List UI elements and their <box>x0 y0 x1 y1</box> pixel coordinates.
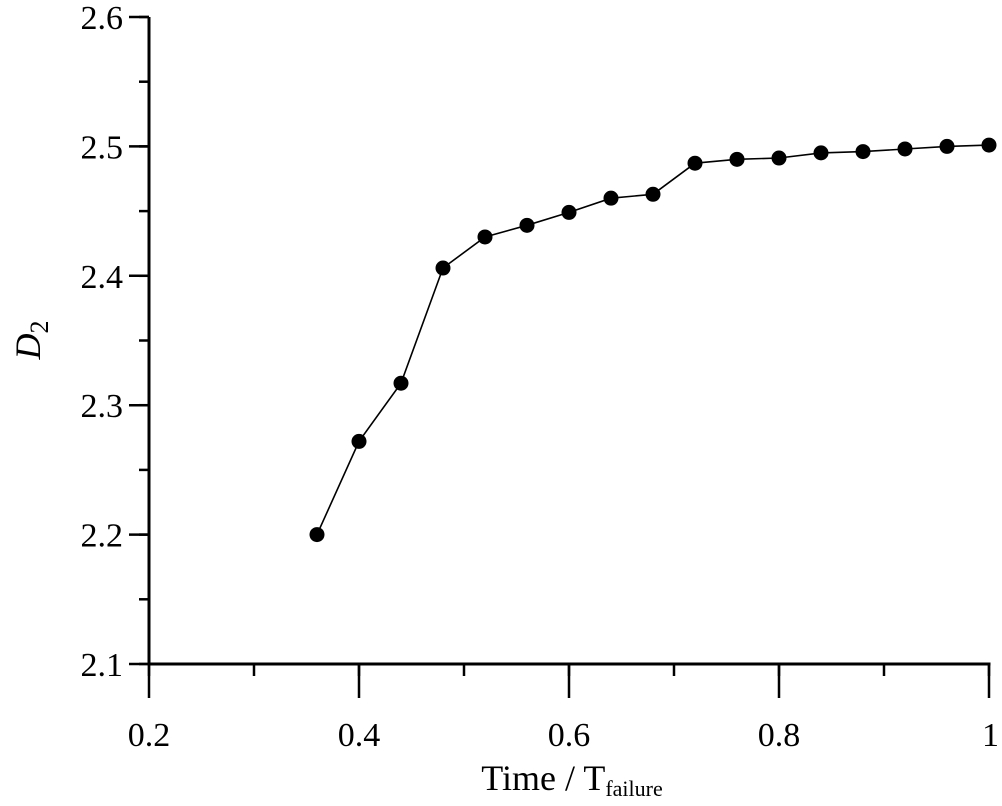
data-point <box>477 229 493 245</box>
data-point <box>729 151 745 167</box>
data-point <box>561 204 577 220</box>
x-tick-label: 0.8 <box>758 717 801 754</box>
series-line <box>316 144 990 535</box>
y-tick-label: 2.2 <box>81 518 124 555</box>
x-tick-label: 0.4 <box>338 717 381 754</box>
data-point <box>435 260 451 276</box>
data-point <box>603 190 619 206</box>
data-point <box>939 138 955 154</box>
data-point <box>309 527 325 543</box>
x-tick-label: 0.2 <box>128 717 171 754</box>
y-axis-title-main: D <box>8 334 48 361</box>
data-point <box>393 375 409 391</box>
y-tick-label: 2.4 <box>81 259 124 296</box>
x-tick-label: 1 <box>982 717 999 754</box>
x-axis-title: Time / Tfailure <box>481 758 662 801</box>
y-tick-label: 2.6 <box>81 0 124 37</box>
y-axis-title-subscript: 2 <box>25 321 54 334</box>
data-point <box>351 433 367 449</box>
y-tick-label: 2.5 <box>81 129 124 166</box>
data-point <box>855 144 871 160</box>
x-axis-title-subscript: failure <box>605 776 662 801</box>
data-point <box>981 137 997 153</box>
data-point <box>687 155 703 171</box>
data-point <box>519 217 535 233</box>
x-tick-label: 0.6 <box>548 717 591 754</box>
data-point <box>771 150 787 166</box>
data-point <box>897 141 913 157</box>
data-point <box>645 186 661 202</box>
y-axis-title: D2 <box>8 321 54 361</box>
data-point <box>813 145 829 161</box>
y-tick-label: 2.3 <box>81 388 124 425</box>
y-tick-label: 2.1 <box>81 647 124 684</box>
axes: 2.1 2.2 2.3 2.4 2.5 2.6 0.2 0.4 0.6 0.8 1 <box>81 0 1000 754</box>
series-layer <box>309 137 997 543</box>
x-axis-title-main: Time / T <box>481 758 605 798</box>
